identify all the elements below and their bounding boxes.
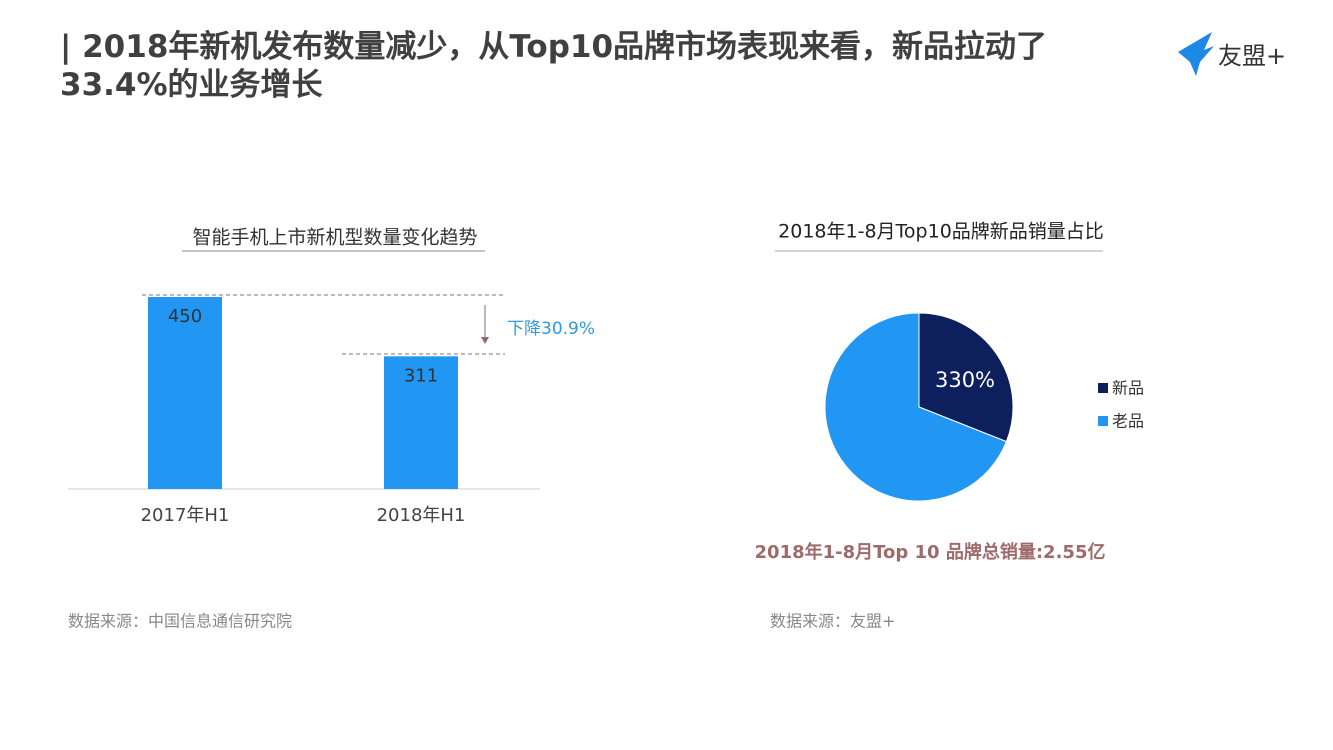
subtitle: 2018年1-8月Top 10 品牌总销量:2.55亿: [755, 541, 1106, 563]
slice-label: 330%: [935, 368, 995, 392]
bar: [148, 297, 222, 489]
chart-title: 2018年1-8月Top10品牌新品销量占比: [778, 221, 1104, 243]
legend-label: 老品: [1112, 412, 1144, 431]
logo-icon: [1178, 32, 1214, 76]
arrow-head: [481, 337, 489, 344]
pie-slice: [918, 312, 1014, 443]
legend-label: 新品: [1112, 379, 1144, 398]
legend-swatch: [1098, 416, 1108, 426]
source: 数据来源：中国信息通信研究院: [68, 612, 292, 631]
legend-swatch: [1098, 383, 1108, 393]
slide-title: | 2018年新机发布数量减少，从Top10品牌市场表现来看，新品拉动了33.4…: [60, 29, 1048, 103]
annotation: 下降30.9%: [507, 319, 595, 339]
data-label: 311: [404, 365, 438, 386]
x-tick-label: 2017年H1: [141, 505, 230, 526]
logo-text: 友盟+: [1218, 42, 1286, 70]
x-tick-label: 2018年H1: [377, 505, 466, 526]
bar: [384, 356, 458, 489]
data-label: 450: [168, 306, 202, 327]
pie-slice: [824, 312, 1008, 502]
source: 数据来源：友盟+: [770, 612, 895, 631]
chart-title: 智能手机上市新机型数量变化趋势: [192, 227, 477, 249]
